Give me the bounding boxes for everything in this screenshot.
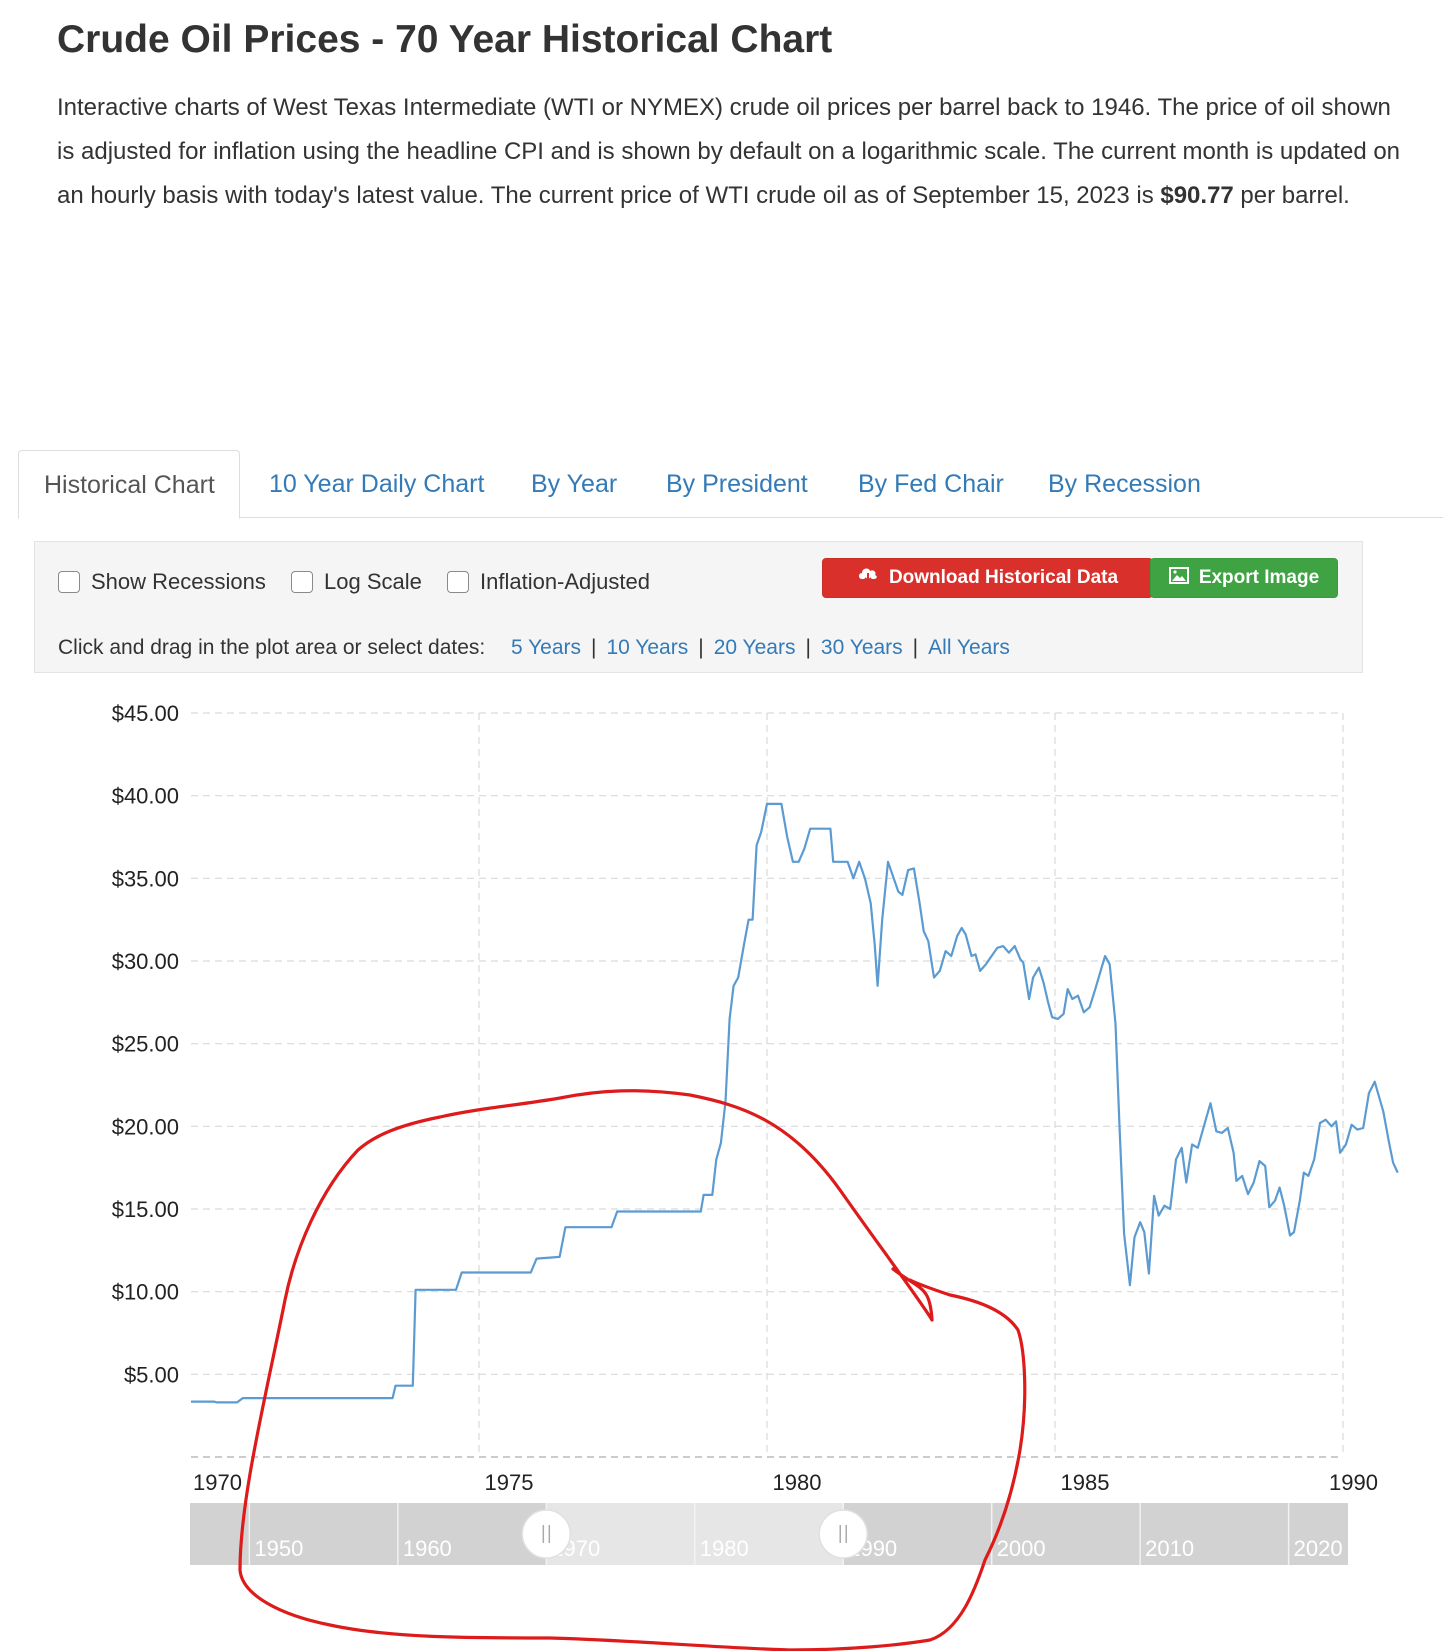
cloud-download-icon [857, 566, 879, 590]
x-axis-labels: 1970 1975 1980 1985 1990 [193, 1470, 1378, 1495]
tab-by-president[interactable]: By President [666, 470, 808, 498]
intro-text: Interactive charts of West Texas Interme… [57, 94, 1401, 209]
intro-paragraph: Interactive charts of West Texas Interme… [57, 86, 1402, 218]
intro-suffix: per barrel. [1233, 182, 1350, 209]
checkbox-box[interactable] [291, 571, 313, 593]
checkbox-label: Show Recessions [91, 569, 266, 594]
tab-by-recession[interactable]: By Recession [1048, 470, 1201, 498]
y-tick-label: $20.00 [112, 1114, 179, 1139]
image-icon [1168, 566, 1189, 590]
range-10-years-link[interactable]: 10 Years [606, 636, 689, 659]
tab-historical-chart[interactable]: Historical Chart [18, 450, 240, 519]
navigator-label: 1960 [403, 1536, 452, 1561]
price-series-line [191, 802, 1399, 1404]
chart-controls: Show Recessions Log Scale Inflation-Adju… [34, 541, 1363, 673]
x-tick-label: 1980 [773, 1470, 822, 1495]
y-axis-labels: $5.00 $10.00 $15.00 $20.00 $25.00 $30.00 $35.0… [112, 701, 179, 1387]
checkbox-label: Inflation-Adjusted [480, 569, 650, 594]
x-tick-label: 1990 [1329, 1470, 1378, 1495]
y-tick-label: $25.00 [112, 1032, 179, 1057]
download-label: Download Historical Data [888, 567, 1119, 588]
y-tick-label: $5.00 [124, 1362, 179, 1387]
navigator-label: 2020 [1294, 1536, 1343, 1561]
y-tick-label: $30.00 [112, 949, 179, 974]
range-5-years-link[interactable]: 5 Years [510, 636, 582, 659]
inflation-adjusted-checkbox[interactable]: Inflation-Adjusted [447, 567, 650, 597]
navigator-label: 2000 [997, 1536, 1046, 1561]
y-tick-label: $35.00 [112, 866, 179, 891]
y-tick-label: $40.00 [112, 784, 179, 809]
chart-tabs: Historical Chart 10 Year Daily Chart By … [18, 450, 1443, 519]
checkbox-box[interactable] [447, 571, 469, 593]
navigator-handle-knob[interactable] [818, 1509, 868, 1559]
navigator-handle-knob[interactable] [521, 1509, 572, 1559]
range-30-years-link[interactable]: 30 Years [820, 636, 903, 659]
date-prompt: Click and drag in the plot area or selec… [58, 636, 486, 659]
y-tick-label: $45.00 [112, 701, 179, 726]
x-tick-label: 1970 [193, 1470, 242, 1495]
x-tick-label: 1985 [1061, 1470, 1110, 1495]
tab-by-fed-chair[interactable]: By Fed Chair [858, 470, 1004, 498]
checkbox-box[interactable] [58, 571, 80, 593]
tab-10-year-daily-chart[interactable]: 10 Year Daily Chart [269, 470, 485, 498]
export-label: Export Image [1198, 567, 1320, 588]
range-20-years-link[interactable]: 20 Years [713, 636, 796, 659]
x-tick-label: 1975 [485, 1470, 534, 1495]
export-image-button[interactable]: Export Image [1150, 558, 1338, 598]
log-scale-checkbox[interactable]: Log Scale [291, 567, 422, 597]
tab-by-year[interactable]: By Year [531, 470, 618, 498]
red-hand-drawn-circle-annotation [238, 1089, 1027, 1651]
date-range-selector: Click and drag in the plot area or selec… [58, 636, 1010, 659]
chart-gridlines [191, 712, 1344, 1458]
navigator-handle[interactable] [818, 1509, 868, 1559]
download-historical-data-button[interactable]: Download Historical Data [822, 558, 1153, 598]
page-title: Crude Oil Prices - 70 Year Historical Ch… [57, 18, 833, 61]
range-all-years-link[interactable]: All Years [928, 636, 1010, 659]
checkbox-label: Log Scale [324, 569, 422, 594]
y-tick-label: $10.00 [112, 1280, 179, 1305]
navigator-handle[interactable] [521, 1509, 572, 1559]
show-recessions-checkbox[interactable]: Show Recessions [58, 567, 266, 597]
range-navigator[interactable]: 1950 1960 1970 1980 1990 2000 2010 2020 [190, 1503, 1348, 1565]
navigator-label: 1980 [700, 1536, 749, 1561]
current-price: $90.77 [1160, 182, 1234, 209]
y-tick-label: $15.00 [112, 1197, 179, 1222]
navigator-label: 2010 [1145, 1536, 1194, 1561]
navigator-label: 1950 [254, 1536, 303, 1561]
